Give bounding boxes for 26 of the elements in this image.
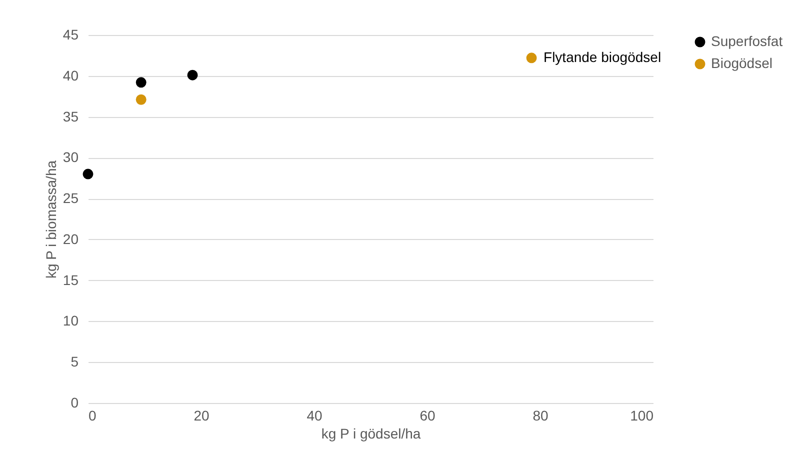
legend-label: Biogödsel xyxy=(711,55,772,71)
y-tick-label: 0 xyxy=(70,394,79,410)
y-tick-label: 30 xyxy=(62,149,79,166)
y-tick-label: 5 xyxy=(70,354,79,370)
y-tick-label: 35 xyxy=(62,108,79,124)
point xyxy=(187,70,198,80)
y-tick-label: 45 xyxy=(62,26,79,42)
y-tick-label: 40 xyxy=(62,67,79,84)
y-tick-label: 20 xyxy=(62,230,79,247)
legend-label: Superfosfat xyxy=(711,33,783,49)
x-tick-label: 80 xyxy=(532,408,548,424)
x-axis-title: kg P i gödsel/ha xyxy=(321,426,421,442)
y-axis-title: kg P i biomassa/ha xyxy=(42,160,59,279)
x-tick-label: 20 xyxy=(194,408,210,424)
point xyxy=(136,77,146,88)
x-tick-label: 60 xyxy=(420,408,436,424)
y-tick-label: 15 xyxy=(62,272,79,288)
point xyxy=(526,52,537,64)
x-tick-label: 100 xyxy=(630,408,654,424)
y-tick-label: 25 xyxy=(62,190,79,206)
annotation: Flytande biogödsel xyxy=(544,48,662,65)
point xyxy=(82,168,94,180)
x-tick-label: 40 xyxy=(306,408,322,424)
point xyxy=(136,94,146,105)
y-tick-label: 10 xyxy=(62,312,79,329)
x-tick-label: 0 xyxy=(88,408,96,424)
